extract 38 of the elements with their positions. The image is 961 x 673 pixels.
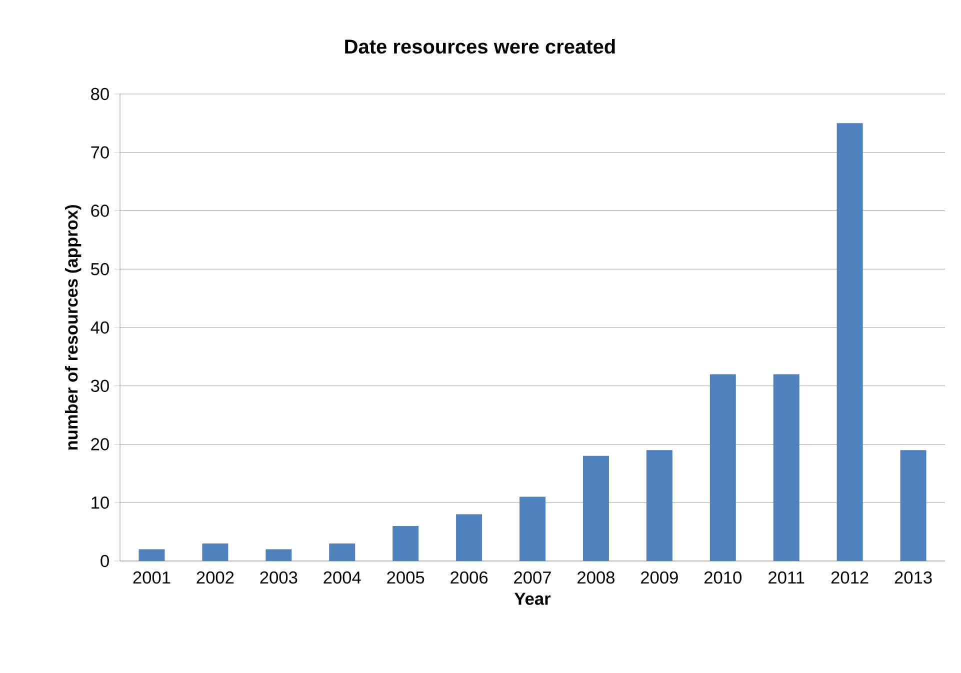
bar bbox=[646, 450, 672, 561]
y-tick-label: 10 bbox=[92, 496, 109, 509]
y-tick-label: 40 bbox=[90, 321, 109, 334]
x-axis-title: Year bbox=[514, 592, 551, 605]
x-tick-label: 2004 bbox=[324, 571, 361, 584]
x-tick-label: 2003 bbox=[260, 571, 298, 584]
bar bbox=[266, 549, 292, 561]
bar bbox=[329, 543, 356, 561]
bar bbox=[392, 526, 419, 561]
bar bbox=[202, 543, 228, 561]
bar bbox=[138, 549, 165, 561]
bar bbox=[710, 374, 736, 561]
x-tick-label: 2012 bbox=[831, 571, 868, 584]
x-tick-label: 2006 bbox=[450, 571, 488, 584]
x-tick-label: 2002 bbox=[196, 571, 234, 584]
bar bbox=[456, 514, 482, 561]
bar bbox=[900, 450, 926, 561]
y-axis-title: number of resources (approx) bbox=[65, 205, 82, 450]
x-tick-label: 2011 bbox=[768, 571, 804, 584]
y-tick-label: 50 bbox=[91, 262, 109, 276]
x-tick-label: 2008 bbox=[578, 571, 614, 584]
y-tick-label: 0 bbox=[100, 554, 109, 568]
x-tick-label: 2010 bbox=[704, 571, 742, 584]
bar bbox=[520, 496, 546, 561]
x-tick-label: 2007 bbox=[514, 571, 551, 584]
x-tick-label: 2005 bbox=[387, 571, 424, 584]
bar bbox=[582, 456, 609, 561]
x-tick-label: 2001 bbox=[133, 571, 170, 584]
y-tick-label: 20 bbox=[91, 438, 109, 450]
bar bbox=[773, 374, 800, 561]
chart-title: Date resources were created bbox=[345, 38, 615, 54]
y-tick-label: 80 bbox=[91, 88, 109, 100]
bar bbox=[836, 123, 863, 561]
y-tick-label: 70 bbox=[91, 146, 109, 158]
y-tick-label: 30 bbox=[90, 380, 109, 392]
y-tick-label: 60 bbox=[91, 204, 109, 217]
x-tick-label: 2009 bbox=[641, 571, 678, 584]
x-tick-label: 2013 bbox=[894, 571, 932, 584]
